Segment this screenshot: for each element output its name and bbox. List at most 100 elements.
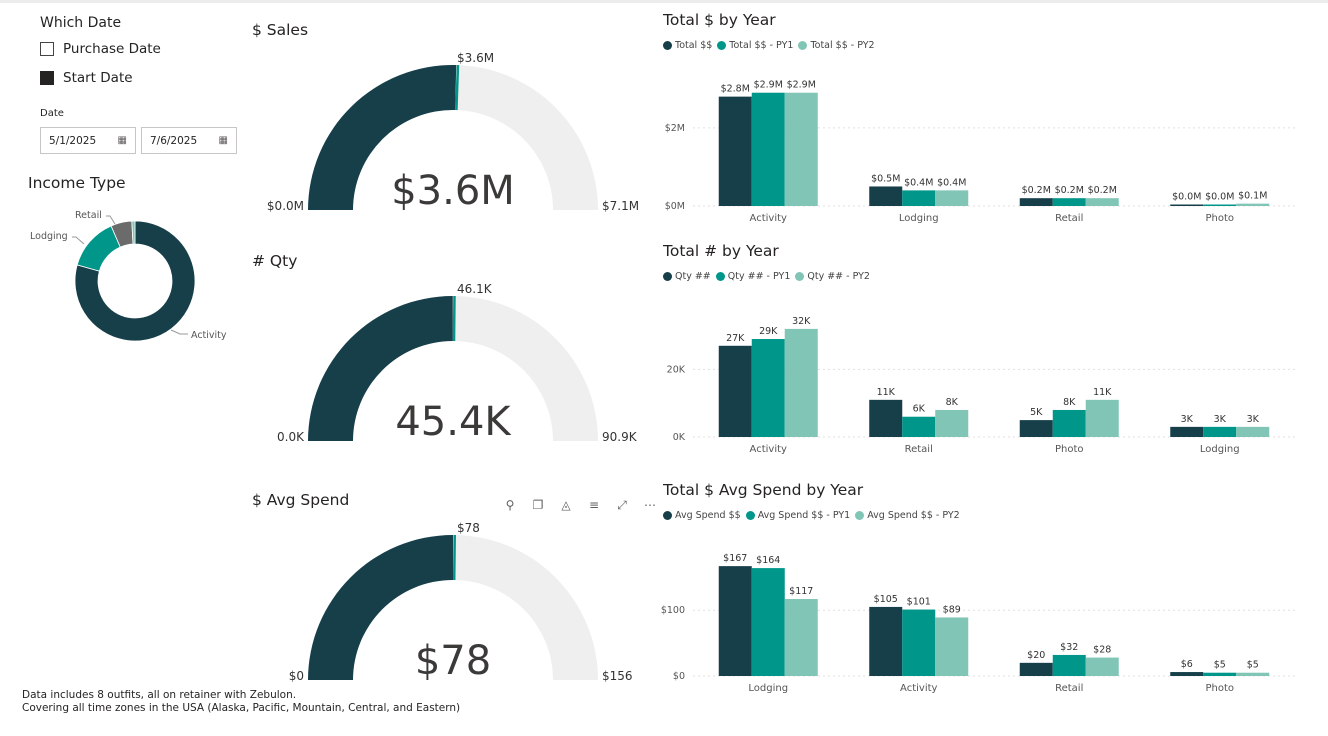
bar[interactable] — [784, 599, 818, 676]
sales-gauge[interactable]: $3.6M $3.6M $0.0M $7.1M — [250, 45, 650, 220]
gauge-value: $3.6M — [391, 168, 515, 214]
legend-label: Qty ## - PY1 — [727, 271, 791, 282]
bar[interactable] — [869, 186, 903, 206]
bar[interactable] — [935, 409, 969, 437]
gauge-max-label: 90.9K — [602, 430, 638, 444]
bar[interactable] — [1019, 420, 1053, 437]
bell-icon[interactable]: ◬ — [561, 498, 571, 512]
data-label: 3K — [1247, 414, 1260, 425]
data-label: $20 — [1027, 650, 1045, 661]
bar[interactable] — [1019, 198, 1053, 206]
legend-item[interactable]: Avg Spend $$ — [663, 510, 741, 521]
data-label: 11K — [877, 387, 896, 398]
bar[interactable] — [718, 345, 752, 437]
bar[interactable] — [1203, 426, 1237, 437]
start-date-option[interactable]: Start Date — [40, 70, 133, 86]
filter-icon[interactable]: ≡ — [588, 498, 600, 512]
bar[interactable] — [718, 566, 752, 676]
bar[interactable] — [1170, 426, 1204, 437]
y-tick-label: 0K — [673, 432, 686, 443]
legend-item[interactable]: Total $$ — [663, 40, 712, 51]
data-label: $2.8M — [721, 84, 750, 95]
data-label: 3K — [1181, 414, 1194, 425]
calendar-icon[interactable]: ▦ — [218, 135, 228, 146]
data-label: $117 — [789, 586, 813, 597]
footer-line-2: Covering all time zones in the USA (Alas… — [22, 702, 461, 714]
data-label: 8K — [946, 397, 959, 408]
bar[interactable] — [1052, 409, 1086, 437]
x-tick-label: Photo — [1205, 213, 1234, 224]
slicer-title: Which Date — [40, 15, 122, 31]
copy-icon[interactable]: ❐ — [532, 498, 544, 512]
bar[interactable] — [1236, 672, 1270, 676]
bar[interactable] — [1052, 654, 1086, 676]
option-label: Purchase Date — [63, 41, 161, 57]
bar[interactable] — [751, 568, 785, 676]
bar[interactable] — [1085, 657, 1119, 676]
avg-spend-bar-chart[interactable]: $0 $100 $167 $164 $117 Lodging $105 $101 $89 Acti… — [655, 528, 1305, 698]
legend-item[interactable]: Qty ## - PY2 — [795, 271, 870, 282]
bar[interactable] — [869, 399, 903, 437]
bar[interactable] — [1085, 198, 1119, 206]
gauge-max-label: $7.1M — [602, 199, 639, 213]
legend-swatch — [717, 41, 727, 50]
gauge-fill — [308, 296, 453, 441]
checkbox-icon[interactable] — [40, 42, 54, 56]
data-label: 8K — [1063, 397, 1076, 408]
data-label: 3K — [1214, 414, 1227, 425]
legend-item[interactable]: Avg Spend $$ - PY1 — [745, 510, 850, 521]
bar[interactable] — [902, 416, 936, 437]
start-date-input[interactable]: 5/1/2025 ▦ — [40, 127, 136, 154]
legend-swatch — [663, 41, 672, 50]
expand-icon[interactable]: ⤢ — [617, 498, 627, 512]
bar[interactable] — [902, 609, 936, 676]
bar[interactable] — [751, 92, 785, 206]
bar[interactable] — [1019, 662, 1053, 676]
legend-item[interactable]: Qty ## — [663, 271, 711, 282]
bar[interactable] — [869, 606, 903, 676]
bar[interactable] — [1170, 672, 1204, 676]
more-icon[interactable]: ⋯ — [644, 498, 656, 512]
end-date-input[interactable]: 7/6/2025 ▦ — [141, 127, 237, 154]
checkbox-icon[interactable] — [40, 71, 54, 85]
data-label: 27K — [726, 333, 745, 344]
sales-bar-chart[interactable]: $0M $2M $2.8M $2.9M $2.9M Activity $0.5M $0.4M $… — [655, 58, 1305, 228]
bar[interactable] — [1203, 672, 1237, 676]
bar[interactable] — [751, 339, 785, 437]
avg-spend-gauge[interactable]: $78 $78 $0 $156 — [250, 515, 650, 690]
purchase-date-option[interactable]: Purchase Date — [40, 41, 161, 57]
legend-item[interactable]: Total $$ - PY2 — [798, 40, 875, 51]
qty-bar-chart[interactable]: 0K 20K 27K 29K 32K Activity 11K 6K 8K Retail 5K 8K 1… — [655, 289, 1305, 459]
income-type-donut[interactable]: Activity Lodging Retail — [20, 200, 240, 360]
bar[interactable] — [1085, 399, 1119, 437]
qty-gauge[interactable]: 46.1K 45.4K 0.0K 90.9K — [250, 276, 650, 451]
bar[interactable] — [718, 96, 752, 206]
bar[interactable] — [935, 617, 969, 676]
legend-item[interactable]: Avg Spend $$ - PY2 — [855, 510, 960, 521]
legend-item[interactable]: Qty ## - PY1 — [715, 271, 791, 282]
bar[interactable] — [1203, 204, 1237, 207]
data-label: 6K — [913, 404, 926, 415]
y-tick-label: $0 — [673, 671, 685, 682]
bar[interactable] — [1052, 198, 1086, 206]
donut-slice-activity[interactable] — [74, 220, 196, 342]
pin-icon[interactable]: ⚲ — [505, 498, 515, 512]
donut-slice-photo[interactable] — [131, 220, 136, 245]
bar[interactable] — [902, 190, 936, 206]
calendar-icon[interactable]: ▦ — [117, 135, 127, 146]
bar[interactable] — [784, 328, 818, 437]
x-tick-label: Lodging — [1200, 444, 1240, 455]
bar[interactable] — [935, 190, 969, 206]
legend-swatch — [663, 511, 672, 520]
x-tick-label: Retail — [905, 444, 933, 455]
bar[interactable] — [784, 92, 818, 206]
avg-spend-bar-legend: Avg Spend $$ Avg Spend $$ - PY1 Avg Spend … — [663, 510, 965, 521]
bar[interactable] — [1170, 204, 1204, 207]
bar[interactable] — [1236, 426, 1270, 437]
legend-label: Total $$ - PY2 — [810, 40, 875, 51]
bar[interactable] — [1236, 203, 1270, 206]
y-tick-label: $0M — [665, 201, 685, 212]
income-type-title: Income Type — [28, 174, 126, 192]
legend-item[interactable]: Total $$ - PY1 — [717, 40, 793, 51]
start-date-value: 5/1/2025 — [49, 134, 97, 147]
